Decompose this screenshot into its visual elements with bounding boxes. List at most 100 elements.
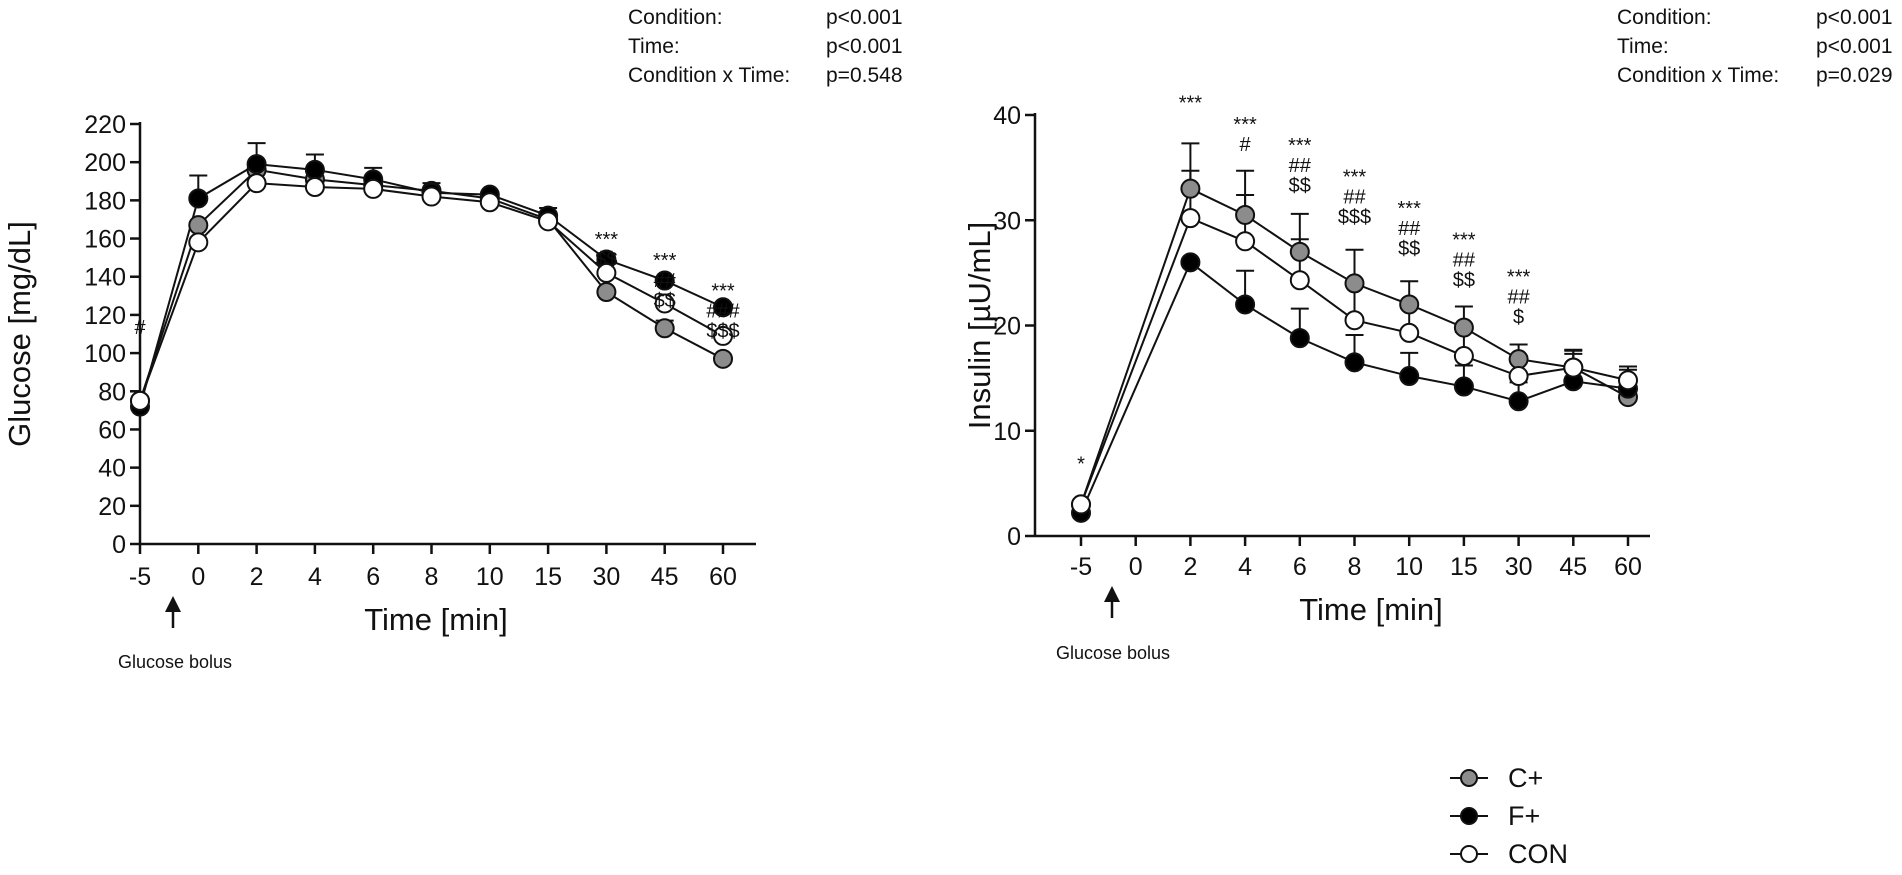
point-C+ [1399, 294, 1420, 315]
significance-marker: # [134, 317, 146, 339]
y-tick-label: 30 [993, 207, 1021, 235]
x-axis-label: Time [min] [364, 602, 508, 637]
x-tick-label: 0 [191, 563, 205, 591]
y-tick-label: 200 [84, 149, 126, 177]
point-C+ [1344, 273, 1365, 294]
point-CON [188, 232, 209, 253]
x-tick-label: 60 [709, 563, 737, 591]
stats-label: Time: [628, 35, 680, 58]
significance-marker: ## [1343, 186, 1366, 208]
point-CON [1071, 494, 1091, 515]
significance-marker: *** [653, 250, 677, 272]
x-axis-label: Time [min] [1299, 592, 1443, 627]
legend: C+ F+ CON [1450, 763, 1568, 869]
point-CON [363, 178, 384, 199]
point-CON [479, 192, 500, 213]
y-tick-label: 40 [98, 455, 126, 483]
point-C+ [1453, 317, 1474, 338]
y-tick-label: 180 [84, 187, 126, 215]
series-line-C+ [1080, 187, 1629, 505]
point-C+ [1180, 178, 1201, 199]
point-CON [1399, 322, 1420, 343]
legend-marker-F+ [1460, 807, 1478, 825]
point-F+ [1235, 294, 1256, 315]
significance-marker: ## [1289, 155, 1312, 177]
legend-label: F+ [1508, 801, 1540, 831]
point-F+ [1508, 391, 1529, 412]
significance-marker: ## [654, 270, 677, 292]
y-tick-label: 20 [98, 493, 126, 521]
point-CON [1235, 231, 1256, 252]
significance-marker: # [1240, 134, 1252, 156]
x-tick-label: 15 [534, 563, 562, 591]
significance-marker: ## [1507, 286, 1530, 308]
point-F+ [1180, 252, 1201, 273]
stats-label: Condition x Time: [628, 64, 790, 87]
markers [1071, 178, 1638, 523]
stats-value: p<0.001 [826, 6, 903, 29]
x-tick-label: 6 [366, 563, 380, 591]
x-tick-label: 4 [308, 563, 322, 591]
x-tick-label: 10 [476, 563, 504, 591]
point-CON [1289, 270, 1310, 291]
x-tick-label: 60 [1614, 553, 1642, 581]
significance-marker: *** [711, 281, 735, 303]
stats-value: p<0.001 [826, 35, 903, 58]
stats-value: p<0.001 [1816, 35, 1893, 58]
x-tick-label: 15 [1450, 553, 1478, 581]
bolus-annotation: Glucose bolus [1056, 643, 1170, 663]
significance-marker: $$ [1398, 238, 1420, 260]
series-line-CON [1080, 216, 1629, 505]
significance-marker: $$ [654, 290, 676, 312]
x-tick-label: 8 [425, 563, 439, 591]
legend-label: C+ [1508, 763, 1543, 793]
point-CON [596, 262, 617, 283]
y-tick-label: 10 [993, 418, 1021, 446]
y-tick-label: 40 [993, 102, 1021, 130]
stats-label: Condition x Time: [1617, 64, 1779, 87]
point-CON [246, 173, 267, 194]
significance-marker: *** [1452, 230, 1476, 252]
point-CON [1618, 370, 1638, 391]
point-CON [1563, 357, 1584, 378]
point-F+ [304, 159, 325, 180]
significance-marker: *** [595, 229, 619, 251]
y-tick-label: 20 [993, 313, 1021, 341]
significance-marker: ## [1453, 250, 1476, 272]
x-tick-label: 6 [1293, 553, 1307, 581]
y-tick-label: 0 [1007, 523, 1021, 551]
y-tick-label: 120 [84, 302, 126, 330]
series-lines [1080, 187, 1629, 514]
point-C+ [654, 318, 675, 339]
x-tick-label: 30 [1505, 553, 1533, 581]
series-line-CON [139, 182, 724, 402]
y-axis-label: Glucose [mg/dL] [2, 221, 37, 447]
significance-marker: $$ [1289, 175, 1311, 197]
x-tick-label: 8 [1348, 553, 1362, 581]
x-tick-label: 0 [1129, 553, 1143, 581]
significance-marker: *** [1398, 198, 1422, 220]
y-tick-label: 140 [84, 264, 126, 292]
point-CON [713, 325, 733, 346]
bolus-arrow-icon [1104, 586, 1120, 602]
stats-label: Condition: [1617, 6, 1712, 29]
point-F+ [1453, 376, 1474, 397]
bolus-annotation: Glucose bolus [118, 652, 232, 672]
x-tick-label: 45 [651, 563, 679, 591]
stats-value: p<0.001 [1816, 6, 1893, 29]
point-F+ [713, 297, 733, 318]
significance-marker: $$$ [1338, 206, 1371, 228]
significance-marker: * [1077, 454, 1085, 476]
point-C+ [188, 215, 209, 236]
y-tick-label: 100 [84, 340, 126, 368]
legend-marker-CON [1460, 845, 1478, 863]
significance-marker: ## [1398, 218, 1421, 240]
point-C+ [596, 282, 617, 302]
y-tick-label: 160 [84, 226, 126, 254]
series-line-F+ [1080, 260, 1629, 514]
point-CON [1180, 208, 1201, 229]
legend-label: CON [1508, 839, 1568, 869]
y-axis-label: Insulin [µU/mL] [962, 222, 997, 429]
y-tick-label: 80 [98, 378, 126, 406]
point-C+ [1508, 349, 1529, 370]
